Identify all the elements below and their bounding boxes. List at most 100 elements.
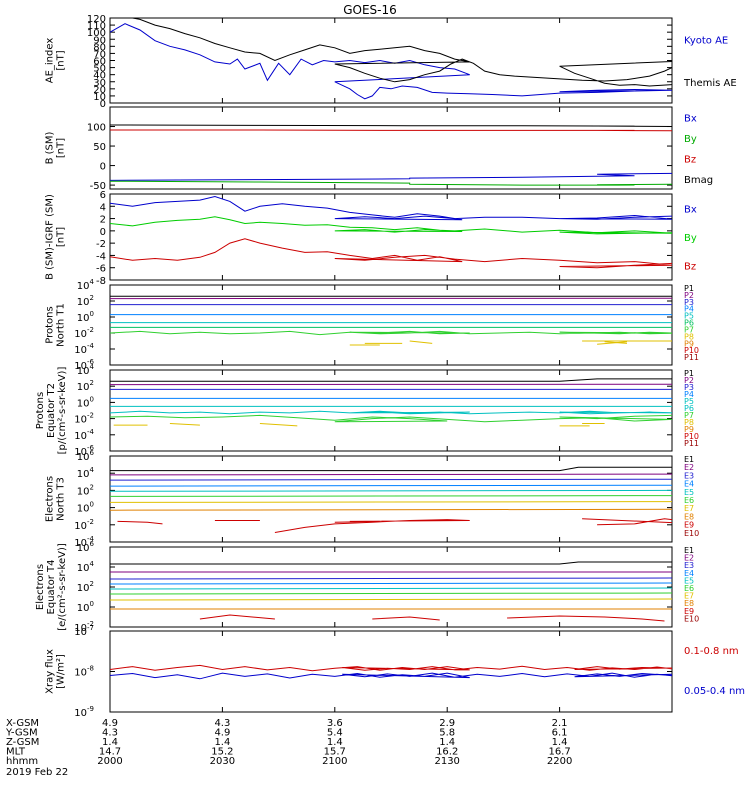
y-axis-label: Electrons: [35, 564, 46, 610]
y-axis-label: Equator T2: [46, 383, 57, 438]
orbit-value: 1.4: [439, 737, 455, 748]
series-line-bx: [110, 172, 672, 181]
y-tick-label: 10-7: [74, 624, 94, 638]
series-group: [110, 295, 672, 346]
legend-entry: E7: [684, 592, 694, 601]
orbit-value: 4.3: [102, 728, 118, 739]
y-tick-label: 100: [77, 310, 94, 324]
y-axis-label: [p/(cm²-s-sr-keV)]: [57, 367, 68, 455]
orbit-value: 1.4: [552, 737, 568, 748]
series-line-bmag: [110, 124, 672, 127]
orbit-value: 2030: [210, 756, 235, 767]
y-axis-label: [e/(cm²-s-sr-keV)]: [57, 543, 68, 631]
series-line-0-05-0-4-nm: [110, 672, 672, 680]
orbit-row-label: X-GSM: [6, 718, 39, 729]
series-line-e4: [110, 582, 672, 585]
legend-entry: E2: [684, 554, 694, 563]
legend-entry: E1: [684, 455, 694, 464]
series-line-e7: [110, 598, 672, 601]
date-label: 2019 Feb 22: [6, 767, 68, 778]
y-tick-label: 10-8: [74, 665, 94, 679]
legend-entry: P6: [684, 319, 694, 328]
legend-entry: P5: [684, 312, 694, 321]
y-axis-label: B (SM): [45, 131, 56, 164]
legend-entry: E8: [684, 599, 694, 608]
orbit-value: 1.4: [327, 737, 343, 748]
y-tick-exponent: -4: [87, 428, 95, 436]
legend-entry: P9: [684, 339, 694, 348]
y-tick-exponent: -4: [87, 342, 95, 350]
series-group: [110, 561, 672, 622]
series-line-by: [110, 180, 672, 186]
y-axis-label: North T1: [56, 303, 67, 347]
legend-entry: 0.1-0.8 nm: [684, 646, 739, 657]
y-tick-exponent: 4: [90, 278, 95, 286]
series-line-e1: [110, 561, 672, 565]
y-tick-exponent: 6: [90, 449, 95, 457]
y-tick-exponent: 4: [90, 560, 95, 568]
y-axis-label: Protons: [45, 306, 56, 343]
y-axis-label: [nT]: [56, 227, 67, 247]
legend-entry: E6: [684, 584, 694, 593]
y-tick-label: 100: [77, 395, 94, 409]
y-tick-exponent: -2: [87, 518, 94, 526]
series-line-themis-ae: [110, 18, 672, 87]
y-tick-label: 0: [100, 162, 106, 173]
y-tick-label: -8: [96, 276, 106, 287]
series-fragment: [334, 520, 380, 523]
orbit-value: 1.4: [102, 737, 118, 748]
legend-entry: P10: [684, 432, 699, 441]
y-tick-label: 102: [77, 379, 94, 393]
orbit-value: 3.6: [327, 718, 343, 729]
y-tick-label: 100: [87, 123, 106, 134]
series-line-e8: [110, 508, 672, 511]
orbit-value: 2100: [322, 756, 347, 767]
y-tick-label: 10-9: [74, 705, 94, 719]
y-tick-exponent: 0: [90, 310, 94, 318]
y-tick-label: 100: [77, 600, 94, 614]
y-tick-label: 10-4: [74, 428, 94, 442]
y-tick-exponent: 0: [90, 501, 94, 509]
y-tick-exponent: 2: [90, 580, 94, 588]
series-line-p7: [110, 414, 672, 423]
y-tick-label: 10: [93, 92, 106, 103]
y-tick-label: 2: [100, 215, 106, 226]
y-tick-exponent: -2: [87, 412, 94, 420]
series-fragment: [199, 614, 275, 620]
series-line-p7: [110, 330, 672, 336]
legend-entry: E2: [684, 463, 694, 472]
y-tick-label: 102: [77, 483, 94, 497]
legend-entry: P3: [684, 298, 694, 307]
panel-frame: [109, 284, 673, 366]
y-tick-label: 100: [87, 28, 106, 39]
y-tick-label: 60: [93, 57, 106, 68]
y-tick-label: 102: [77, 294, 94, 308]
y-axis-label: Electrons: [45, 476, 56, 522]
y-tick-exponent: -6: [87, 444, 95, 452]
legend-entry: P5: [684, 397, 694, 406]
legend-entry: Bmag: [684, 175, 713, 186]
series-line-e7: [110, 501, 672, 503]
y-tick-exponent: 2: [90, 379, 94, 387]
panel-frame: [109, 546, 673, 628]
y-tick-exponent: -2: [87, 326, 94, 334]
series-line-e5: [110, 489, 672, 492]
panel-xray: 10-9 10-8 10-7 Xray flux [W/m²] 0.1-0.8 nm 0.0…: [45, 624, 746, 719]
y-axis-label: [nT]: [56, 138, 67, 158]
y-tick-label: -2: [96, 239, 106, 250]
series-line-e3: [110, 577, 672, 580]
orbit-row-label: Z-GSM: [6, 737, 39, 748]
legend-entry: Bz: [684, 154, 696, 165]
legend-entry: E10: [684, 529, 699, 538]
series-fragment: [274, 519, 470, 533]
y-tick-exponent: -8: [87, 665, 94, 673]
y-tick-label: 100: [77, 501, 94, 515]
legend-entry: P7: [684, 325, 694, 334]
series-line-e2: [110, 473, 672, 476]
orbit-value: 4.9: [214, 728, 230, 739]
panel-frame: [109, 630, 673, 713]
orbit-value: 2200: [547, 756, 572, 767]
